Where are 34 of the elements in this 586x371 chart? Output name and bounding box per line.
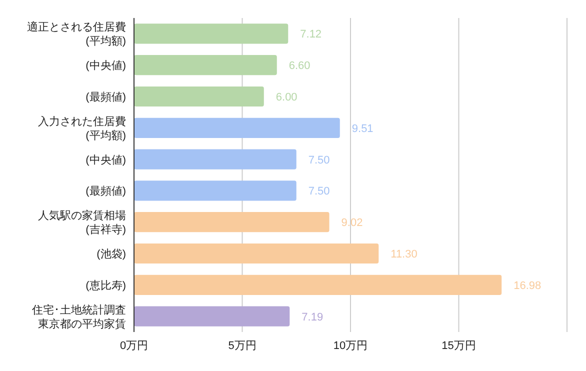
y-tick-label: 入力された住居費(平均額) [38,114,126,142]
y-tick-label: (恵比寿) [86,278,126,292]
bar [134,118,340,138]
x-tick-label: 5万円 [228,340,256,352]
data-label: 7.50 [308,154,330,166]
bar [134,212,330,232]
data-label: 9.02 [341,217,363,230]
data-label: 9.51 [352,122,374,135]
bar [134,306,290,326]
x-tick-label: 0万円 [120,340,148,352]
data-label: 11.30 [390,248,418,260]
bar [134,55,277,76]
x-tick-label: 15万円 [442,340,476,352]
data-label: 7.50 [308,186,330,198]
data-label: 16.98 [514,280,542,292]
bar [134,86,264,107]
data-label: 6.60 [288,60,310,72]
y-tick-label: 住宅･土地統計調査東京都の平均家賃 [32,303,126,330]
data-label: 6.00 [276,92,298,104]
bar [134,243,379,264]
x-tick-label: 10万円 [333,340,368,352]
bar [134,24,288,44]
bar [134,149,296,170]
y-tick-label: (池袋) [96,248,126,260]
bar [134,274,502,295]
y-tick-label: (最頻値) [86,186,126,198]
data-label: 7.12 [300,28,322,41]
y-tick-label: (最頻値) [86,92,126,104]
bar [134,180,296,201]
y-tick-label: (中央値) [86,59,126,72]
y-tick-label: 適正とされる住居費(平均額) [27,20,126,48]
y-tick-label: 人気駅の家賃相場(吉祥寺) [38,209,126,236]
y-tick-label: (中央値) [86,153,126,166]
data-label: 7.19 [302,311,324,324]
